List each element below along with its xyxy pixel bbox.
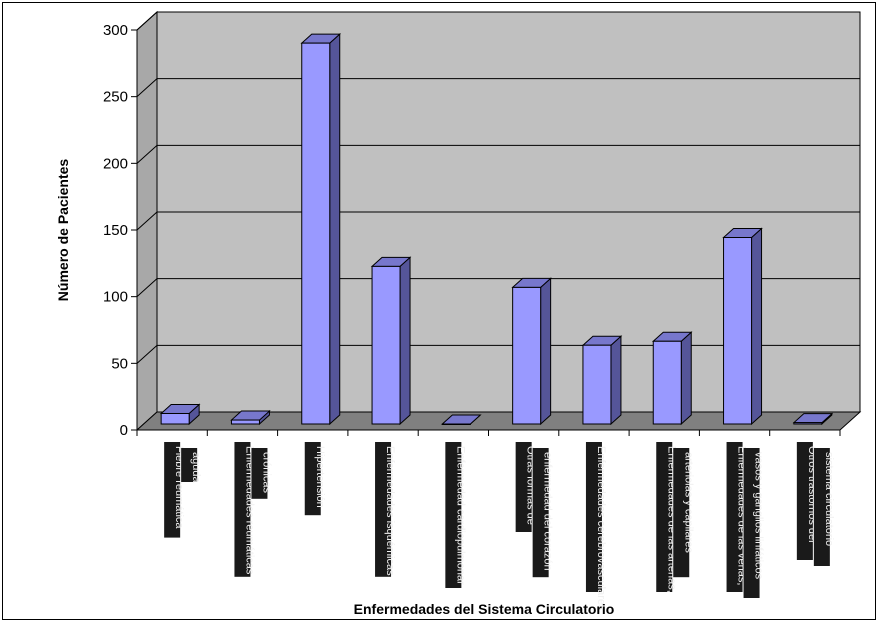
x-tick-label: Otros trastornos del sistema circulatorio <box>797 442 835 566</box>
bar <box>724 229 762 424</box>
bar-side <box>400 257 410 424</box>
y-tick-label: 250 <box>103 89 128 106</box>
bar-side <box>752 229 762 424</box>
bar <box>372 257 410 424</box>
x-tick-label-text: vasos y ganglios linfáticos <box>753 452 765 580</box>
x-tick-label-text: Enfermedades isquémicas <box>384 446 396 576</box>
bar-side <box>611 336 621 424</box>
bar-front <box>372 266 400 424</box>
y-tick-label: 200 <box>103 155 128 172</box>
x-tick-label: Enfermedades isquémicas <box>375 442 396 577</box>
bar-front <box>231 420 259 424</box>
x-tick-label: Enfermedades reumáticas crónicas <box>234 442 272 577</box>
x-tick-label: Enfermedades de las venas, vasos y gangli… <box>727 442 765 598</box>
x-tick-label-text: sistema circulatorio <box>823 452 835 546</box>
x-tick-label-text: aguda <box>190 452 202 483</box>
x-tick-label-text: crónicas <box>260 452 272 493</box>
bar-front <box>583 345 611 424</box>
x-axis-title: Enfermedades del Sistema Circulatorio <box>354 601 615 617</box>
bar-front <box>513 287 541 424</box>
y-axis-title: Número de Pacientes <box>55 159 71 302</box>
bar-front <box>653 341 681 424</box>
y-tick-label: 50 <box>111 355 128 372</box>
bar-front <box>724 238 752 424</box>
bar-front <box>794 423 822 424</box>
category-labels: Fiebre reumática aguda Enfermedades reumát… <box>164 442 835 611</box>
bar <box>583 336 621 424</box>
y-tick-label: 150 <box>103 222 128 239</box>
bar-front <box>302 43 330 424</box>
x-tick-label: Otras formas de enfermedad del corazón <box>516 442 554 577</box>
bar <box>513 278 551 424</box>
bar-side <box>330 34 340 424</box>
x-tick-label-text: arteriolas y capilares <box>682 452 694 553</box>
x-tick-label: Enfermedades de las arterias, arteriolas … <box>656 442 694 593</box>
y-tick-label: 0 <box>120 422 128 439</box>
x-tick-label-text: Enfermedades cerebrovasculares <box>595 446 607 611</box>
bar-side <box>541 278 551 424</box>
bar-side <box>681 332 691 424</box>
x-tick-label: Fiebre reumática aguda <box>164 442 202 538</box>
bar <box>302 34 340 424</box>
x-tick-label-text: Enfermedad cardiopulmonar <box>454 446 466 585</box>
bar-front <box>161 413 189 424</box>
bar <box>653 332 691 424</box>
x-tick-label: Hipertensión <box>305 442 326 515</box>
y-tick-label: 100 <box>103 289 128 306</box>
x-tick-label-text: Hipertensión <box>314 446 326 508</box>
x-tick-label: Enfermedades cerebrovasculares <box>586 442 607 611</box>
y-tick-label: 300 <box>103 22 128 39</box>
bar-front <box>442 424 470 425</box>
x-tick-label-text: enfermedad del corazón <box>542 452 554 571</box>
x-tick-label: Enfermedad cardiopulmonar <box>445 442 466 588</box>
